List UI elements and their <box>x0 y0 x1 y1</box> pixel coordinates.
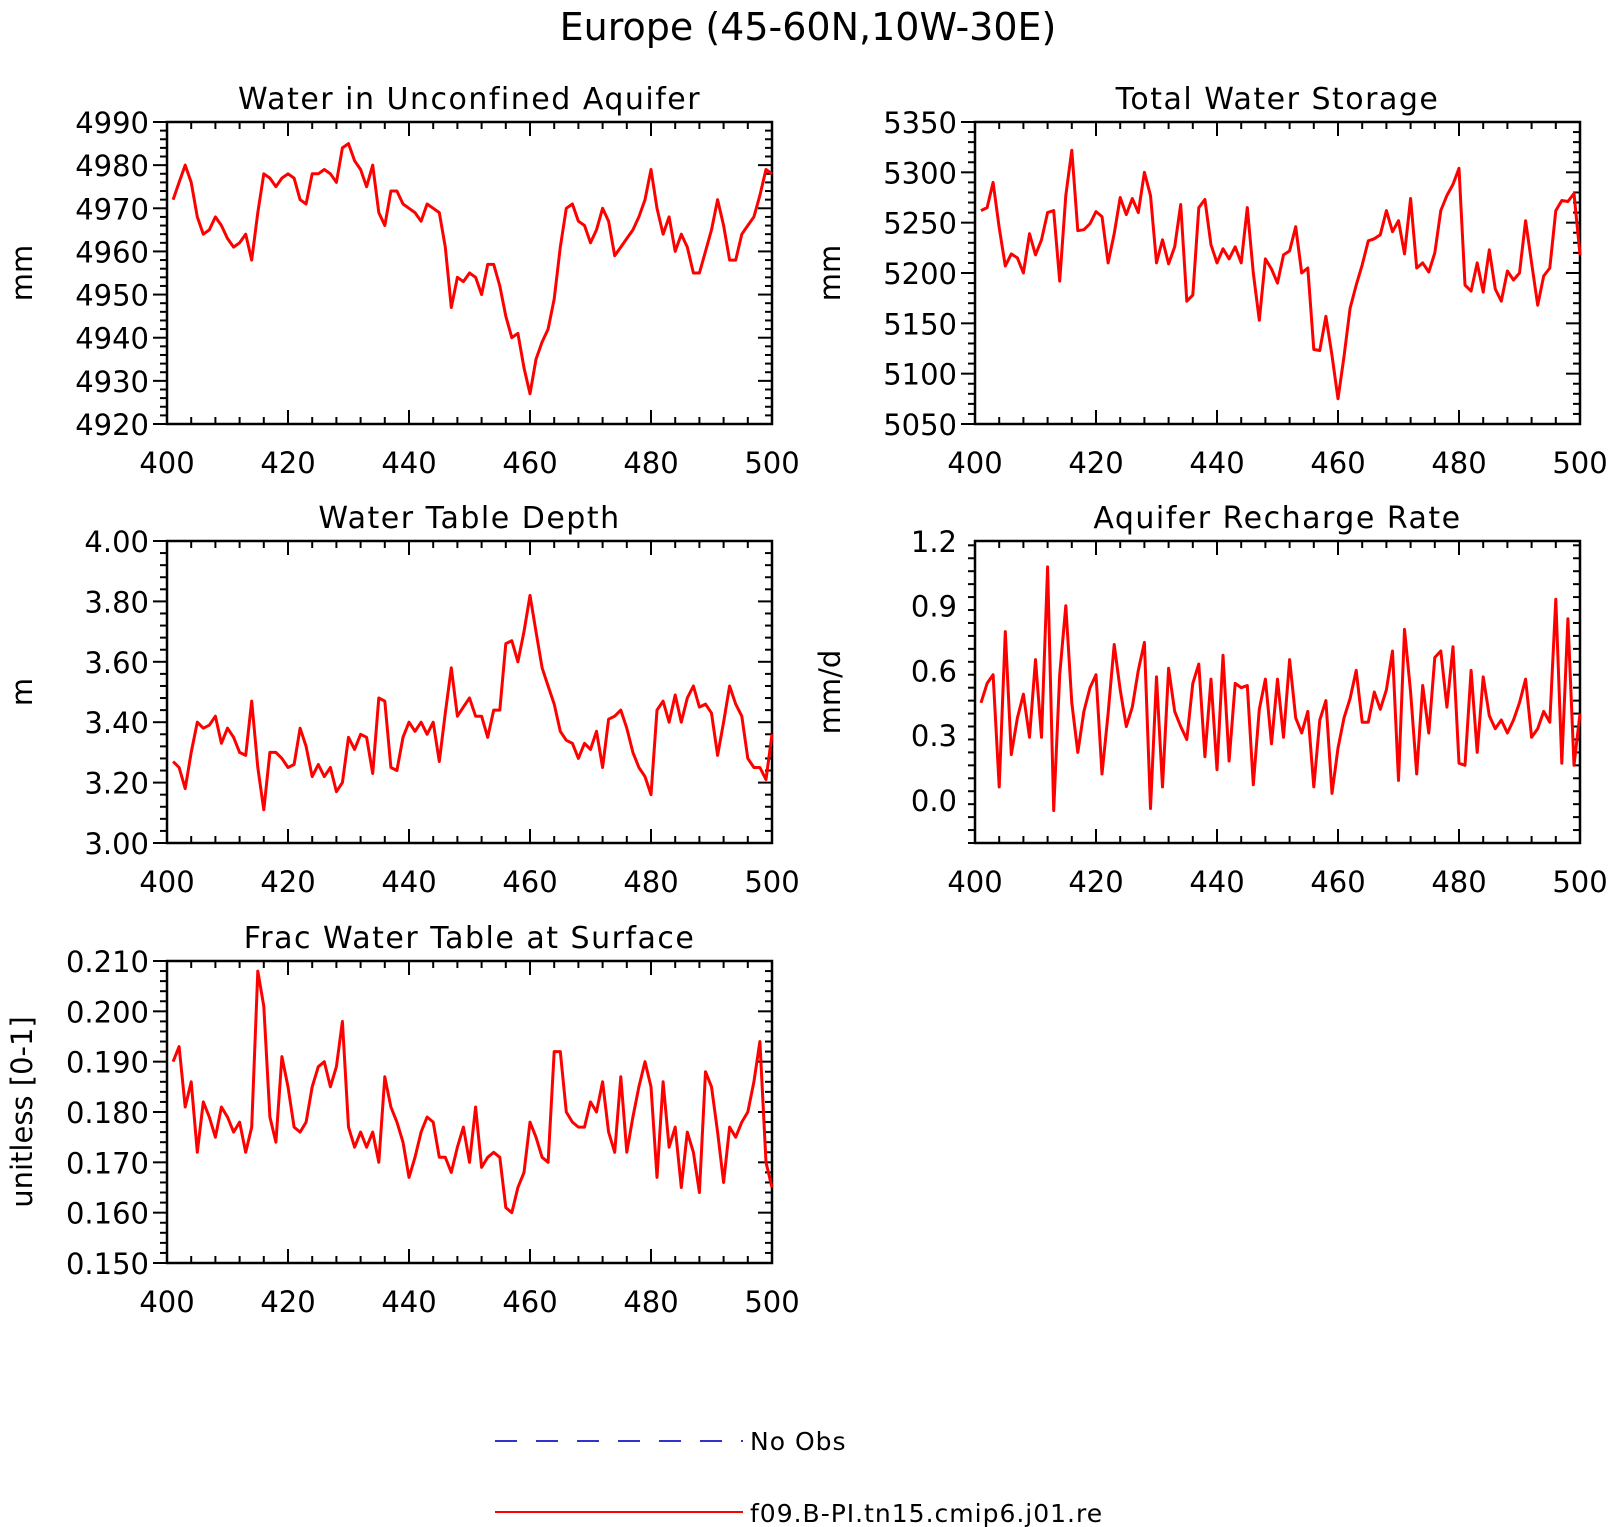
y-tick-label: 0.150 <box>66 1247 149 1281</box>
x-tick-label: 460 <box>502 1285 557 1319</box>
panel-title: Frac Water Table at Surface <box>244 921 696 956</box>
x-tick-label: 500 <box>744 865 799 899</box>
x-tick-label: 480 <box>623 446 678 480</box>
panel-title: Total Water Storage <box>1115 82 1440 117</box>
y-axis-label: m <box>5 678 39 706</box>
y-tick-label: 3.40 <box>84 706 149 740</box>
x-tick-label: 500 <box>1552 446 1607 480</box>
x-tick-label: 440 <box>381 865 436 899</box>
series-line <box>980 148 1582 401</box>
y-tick-label: 4990 <box>75 106 149 140</box>
x-tick-label: 480 <box>1431 446 1486 480</box>
x-tick-label: 420 <box>1068 446 1123 480</box>
y-tick-label: 4930 <box>75 365 149 399</box>
panel-frac-water-table-at-surface: Frac Water Table at Surface unitless [0-1… <box>5 921 800 1319</box>
y-tick-label: 3.60 <box>84 646 149 680</box>
y-tick-label: 0.3 <box>911 719 957 753</box>
y-tick-label: 3.00 <box>84 827 149 861</box>
y-tick-label: 4.00 <box>84 525 149 559</box>
y-tick-label: 5350 <box>883 106 957 140</box>
y-tick-label: 0.200 <box>66 995 149 1029</box>
y-tick-label: 5100 <box>883 358 957 392</box>
x-tick-label: 400 <box>139 1285 194 1319</box>
y-axis-label: mm/d <box>813 650 847 735</box>
panel-water-in-unconfined-aquifer: Water in Unconfined Aquifer mm 400 420 440 46… <box>5 82 800 480</box>
plot-frame <box>165 120 774 426</box>
panel-water-table-depth: Water Table Depth m 400 420 440 460 480 500 3.00… <box>5 501 800 899</box>
plot-frame <box>973 539 1582 845</box>
y-tick-label: 5250 <box>883 207 957 241</box>
series-line <box>171 142 773 396</box>
x-tick-label: 440 <box>381 446 436 480</box>
panel-aquifer-recharge-rate: Aquifer Recharge Rate mm/d 400 420 440 460 480… <box>813 501 1608 899</box>
x-tick-label: 400 <box>139 446 194 480</box>
y-tick-label: 5050 <box>883 408 957 442</box>
legend: No Obs f09.B-PI.tn15.cmip6.j01.re <box>495 1427 1103 1527</box>
y-axis-label: unitless [0-1] <box>5 1016 39 1208</box>
x-tick-label: 500 <box>744 1285 799 1319</box>
x-tick-label: 420 <box>260 865 315 899</box>
y-tick-label: 4960 <box>75 235 149 269</box>
y-tick-label: 3.80 <box>84 585 149 619</box>
x-tick-label: 400 <box>139 865 194 899</box>
legend-label-no-obs: No Obs <box>750 1427 847 1456</box>
x-tick-label: 400 <box>947 865 1002 899</box>
panel-title: Aquifer Recharge Rate <box>1093 501 1461 536</box>
y-axis-label: mm <box>5 245 39 302</box>
series-line <box>172 593 774 812</box>
x-tick-label: 420 <box>1068 865 1123 899</box>
x-tick-label: 500 <box>1552 865 1607 899</box>
x-tick-label: 460 <box>502 865 557 899</box>
x-tick-label: 480 <box>1431 865 1486 899</box>
y-tick-label: 5200 <box>883 257 957 291</box>
y-tick-label: 0.160 <box>66 1197 149 1231</box>
y-tick-label: 3.20 <box>84 767 149 801</box>
x-tick-label: 480 <box>623 865 678 899</box>
series-line <box>171 969 774 1215</box>
plot-frame <box>165 539 774 845</box>
y-tick-label: 0.210 <box>66 945 149 979</box>
y-tick-label: 4920 <box>75 408 149 442</box>
x-tick-label: 420 <box>260 1285 315 1319</box>
main-title: Europe (45-60N,10W-30E) <box>560 5 1057 49</box>
y-tick-label: 4950 <box>75 279 149 313</box>
x-tick-label: 420 <box>260 446 315 480</box>
x-tick-label: 440 <box>1189 865 1244 899</box>
panel-title: Water in Unconfined Aquifer <box>238 82 701 117</box>
x-tick-label: 440 <box>1189 446 1244 480</box>
plot-frame <box>973 120 1582 426</box>
y-tick-label: 0.9 <box>911 590 957 624</box>
panel-total-water-storage: Total Water Storage mm 400 420 440 460 480 500 5… <box>813 82 1608 480</box>
y-tick-label: 4970 <box>75 192 149 226</box>
x-tick-label: 440 <box>381 1285 436 1319</box>
series-line <box>979 565 1582 813</box>
y-tick-label: 0.180 <box>66 1096 149 1130</box>
x-tick-label: 480 <box>623 1285 678 1319</box>
y-tick-label: 5300 <box>883 156 957 190</box>
legend-label-model-run: f09.B-PI.tn15.cmip6.j01.re <box>750 1499 1103 1527</box>
x-tick-label: 500 <box>744 446 799 480</box>
x-tick-label: 460 <box>502 446 557 480</box>
x-tick-label: 460 <box>1310 865 1365 899</box>
y-tick-label: 5150 <box>883 307 957 341</box>
y-tick-label: 0.6 <box>911 654 957 688</box>
y-axis-label: mm <box>813 245 847 302</box>
y-tick-label: 4980 <box>75 149 149 183</box>
y-tick-label: 0.0 <box>911 784 957 818</box>
panel-title: Water Table Depth <box>318 501 620 536</box>
y-tick-label: 4940 <box>75 322 149 356</box>
x-tick-label: 460 <box>1310 446 1365 480</box>
x-tick-label: 400 <box>947 446 1002 480</box>
y-tick-label: 0.190 <box>66 1046 149 1080</box>
y-tick-label: 1.2 <box>911 525 957 559</box>
y-tick-label: 0.170 <box>66 1146 149 1180</box>
